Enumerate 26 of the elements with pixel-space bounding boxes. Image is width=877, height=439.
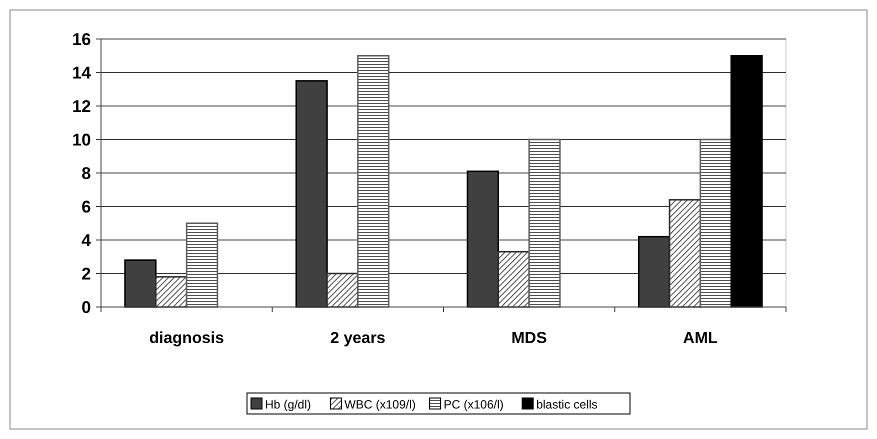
legend-label: Hb (g/dl) xyxy=(265,398,312,412)
bar xyxy=(498,250,530,308)
bar xyxy=(528,138,561,308)
y-tick-label: 0 xyxy=(82,298,91,317)
y-tick-label: 12 xyxy=(72,96,91,116)
x-tick-label: diagnosis xyxy=(149,330,224,347)
legend-label: WBC (x109/l) xyxy=(344,398,416,412)
y-tick-label: 4 xyxy=(82,230,92,250)
y-tick-label: 10 xyxy=(72,130,91,150)
x-tick-label: AML xyxy=(683,330,718,347)
legend-label: blastic cells xyxy=(536,398,598,412)
y-tick-label: 8 xyxy=(82,164,91,183)
x-tick-label: MDS xyxy=(511,330,548,347)
bar xyxy=(730,55,763,308)
bar xyxy=(668,199,702,308)
x-tick-label: 2 years xyxy=(330,330,386,347)
bar xyxy=(186,222,218,308)
bar xyxy=(357,55,390,308)
bar xyxy=(326,272,359,308)
y-tick-label: 16 xyxy=(72,30,91,49)
y-tick-label: 2 xyxy=(82,264,91,284)
bar xyxy=(155,276,188,308)
y-tick-label: 14 xyxy=(72,63,92,82)
y-tick-label: 6 xyxy=(82,197,91,216)
bar xyxy=(700,138,732,308)
legend-label: PC (x106/l) xyxy=(444,398,504,412)
